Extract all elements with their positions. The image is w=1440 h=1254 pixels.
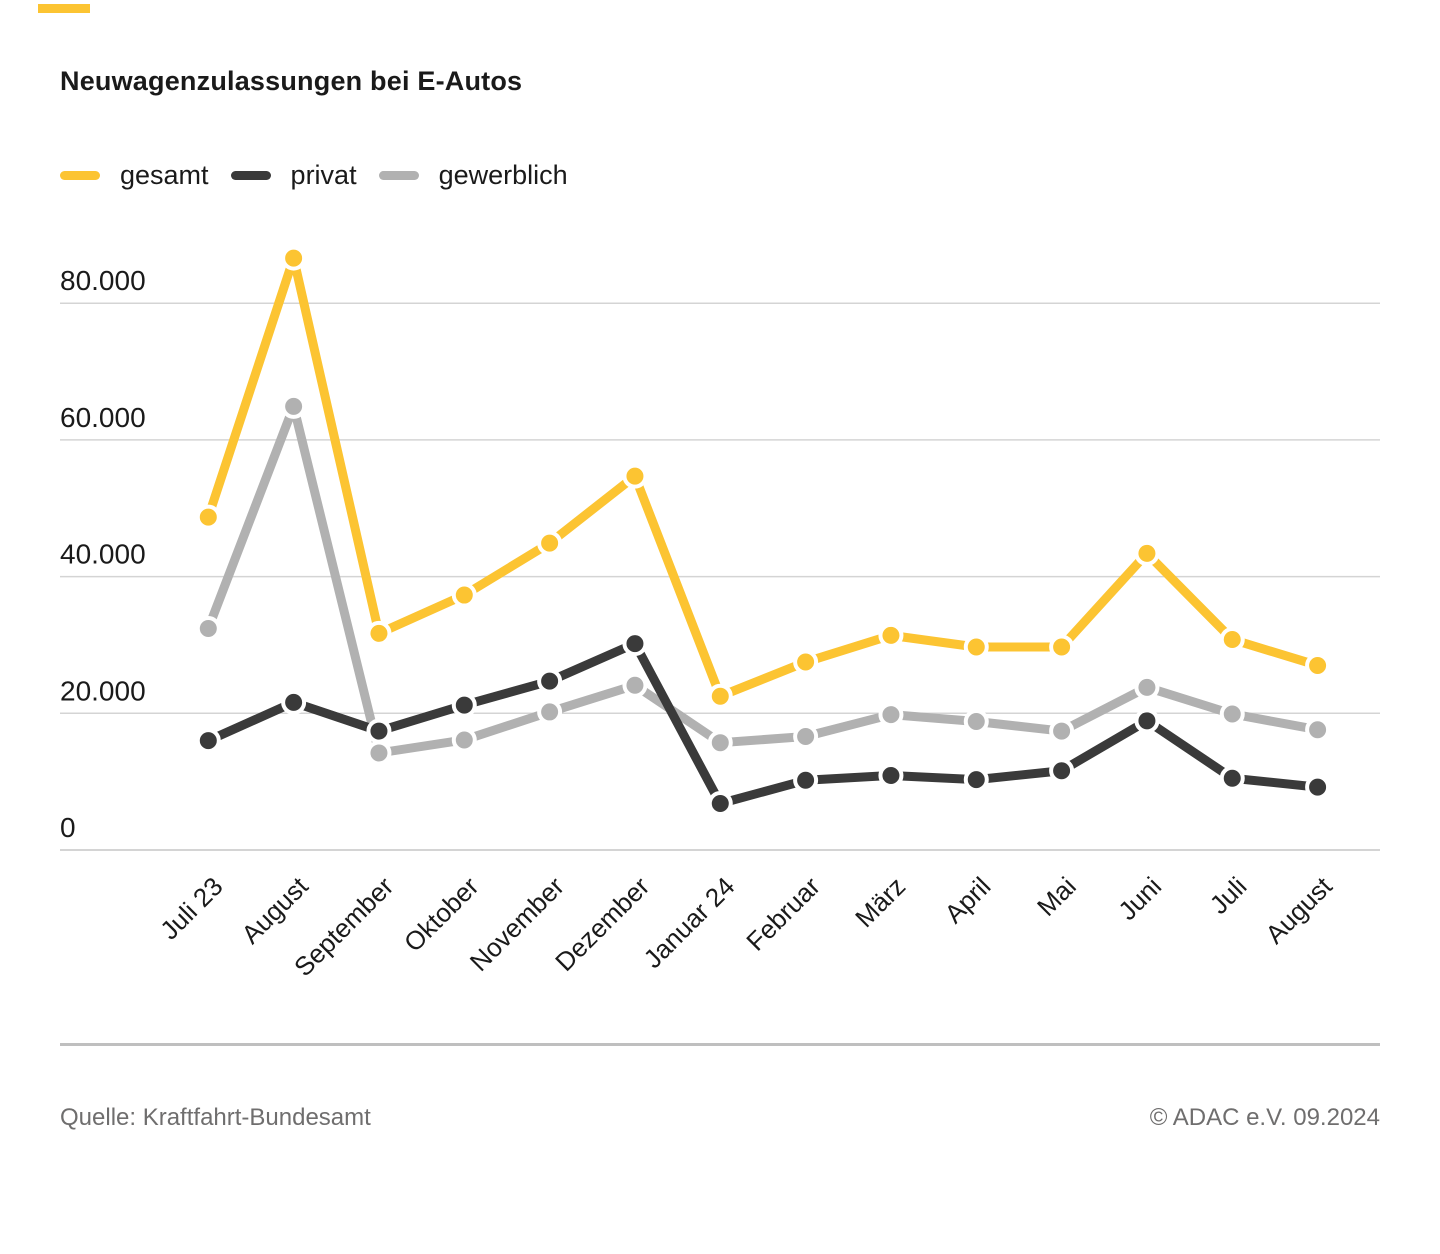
x-tick-label: März [849, 871, 911, 933]
data-point-gesamt [281, 245, 307, 271]
data-point-gesamt [1219, 626, 1245, 652]
legend-label: gewerblich [438, 160, 568, 190]
legend-label: gesamt [120, 160, 209, 190]
data-point-privat [1134, 708, 1160, 734]
legend-item-gesamt: gesamt [60, 160, 209, 191]
data-point-gesamt [622, 463, 648, 489]
legend-item-gewerblich: gewerblich [378, 160, 568, 191]
data-point-gewerblich [963, 709, 989, 735]
data-point-privat [1305, 774, 1331, 800]
data-point-gesamt [195, 504, 221, 530]
series-line-gesamt [203, 253, 1323, 701]
brand-accent-mark [38, 4, 90, 13]
x-tick-label: August [235, 870, 314, 949]
x-tick-label: Oktober [398, 871, 485, 958]
page-title: Neuwagenzulassungen bei E-Autos [60, 66, 523, 96]
data-point-privat [1219, 765, 1245, 791]
data-point-privat [195, 728, 221, 754]
legend: gesamt privat gewerblich [60, 160, 568, 191]
data-point-gesamt [1305, 652, 1331, 678]
y-tick-label: 0 [60, 812, 76, 843]
x-tick-label: Januar 24 [638, 871, 741, 974]
data-point-gesamt [537, 530, 563, 556]
data-point-gewerblich [537, 699, 563, 725]
legend-swatch-gewerblich [378, 171, 419, 180]
data-point-gesamt [451, 582, 477, 608]
x-tick-label: Juli 23 [154, 871, 228, 945]
data-point-privat [366, 718, 392, 744]
series-line-gewerblich [203, 401, 1323, 758]
data-point-gewerblich [622, 672, 648, 698]
x-tick-label: Juni [1112, 871, 1167, 926]
x-tick-label: August [1259, 870, 1338, 949]
data-point-gesamt [366, 620, 392, 646]
x-tick-label: April [939, 871, 997, 929]
data-point-privat [963, 767, 989, 793]
x-tick-label: Mai [1031, 871, 1082, 922]
source-note: Quelle: Kraftfahrt-Bundesamt [60, 1104, 371, 1131]
data-point-privat [451, 692, 477, 718]
x-tick-label: Juli [1204, 871, 1253, 920]
data-point-gesamt [963, 634, 989, 660]
data-point-gesamt [878, 622, 904, 648]
series-line-privat [203, 639, 1323, 809]
data-point-privat [622, 631, 648, 657]
data-point-gesamt [1134, 540, 1160, 566]
legend-swatch-gesamt [60, 171, 100, 180]
footer-divider [60, 1043, 1380, 1046]
data-point-gesamt [707, 683, 733, 709]
data-point-gesamt [1049, 634, 1075, 660]
data-point-privat [537, 668, 563, 694]
data-point-gewerblich [1219, 701, 1245, 727]
data-point-privat [1049, 758, 1075, 784]
data-point-gewerblich [1305, 717, 1331, 743]
x-tick-label: Dezember [549, 871, 655, 977]
line-chart: 0 20.000 40.000 60.000 80.000 Juli 23 August Se… [60, 245, 1380, 982]
data-point-gewerblich [281, 393, 307, 419]
data-point-privat [707, 791, 733, 817]
data-point-gewerblich [366, 740, 392, 766]
data-point-gewerblich [451, 727, 477, 753]
data-point-gewerblich [1049, 718, 1075, 744]
data-point-privat [281, 689, 307, 715]
data-point-gewerblich [195, 616, 221, 642]
legend-label: privat [290, 160, 357, 190]
legend-swatch-privat [230, 171, 271, 180]
data-point-gesamt [793, 649, 819, 675]
y-tick-label: 40.000 [60, 539, 146, 570]
legend-item-privat: privat [230, 160, 357, 191]
data-point-gewerblich [793, 724, 819, 750]
footer: Quelle: Kraftfahrt-Bundesamt © ADAC e.V.… [60, 1104, 1380, 1132]
x-tick-label: Februar [740, 871, 826, 957]
y-tick-label: 60.000 [60, 402, 146, 433]
data-point-privat [793, 767, 819, 793]
data-point-privat [878, 762, 904, 788]
data-point-gewerblich [1134, 674, 1160, 700]
data-point-gewerblich [707, 730, 733, 756]
y-tick-label: 20.000 [60, 675, 146, 706]
copyright-note: © ADAC e.V. 09.2024 [1149, 1104, 1380, 1131]
y-tick-label: 80.000 [60, 265, 146, 296]
data-point-gewerblich [878, 702, 904, 728]
